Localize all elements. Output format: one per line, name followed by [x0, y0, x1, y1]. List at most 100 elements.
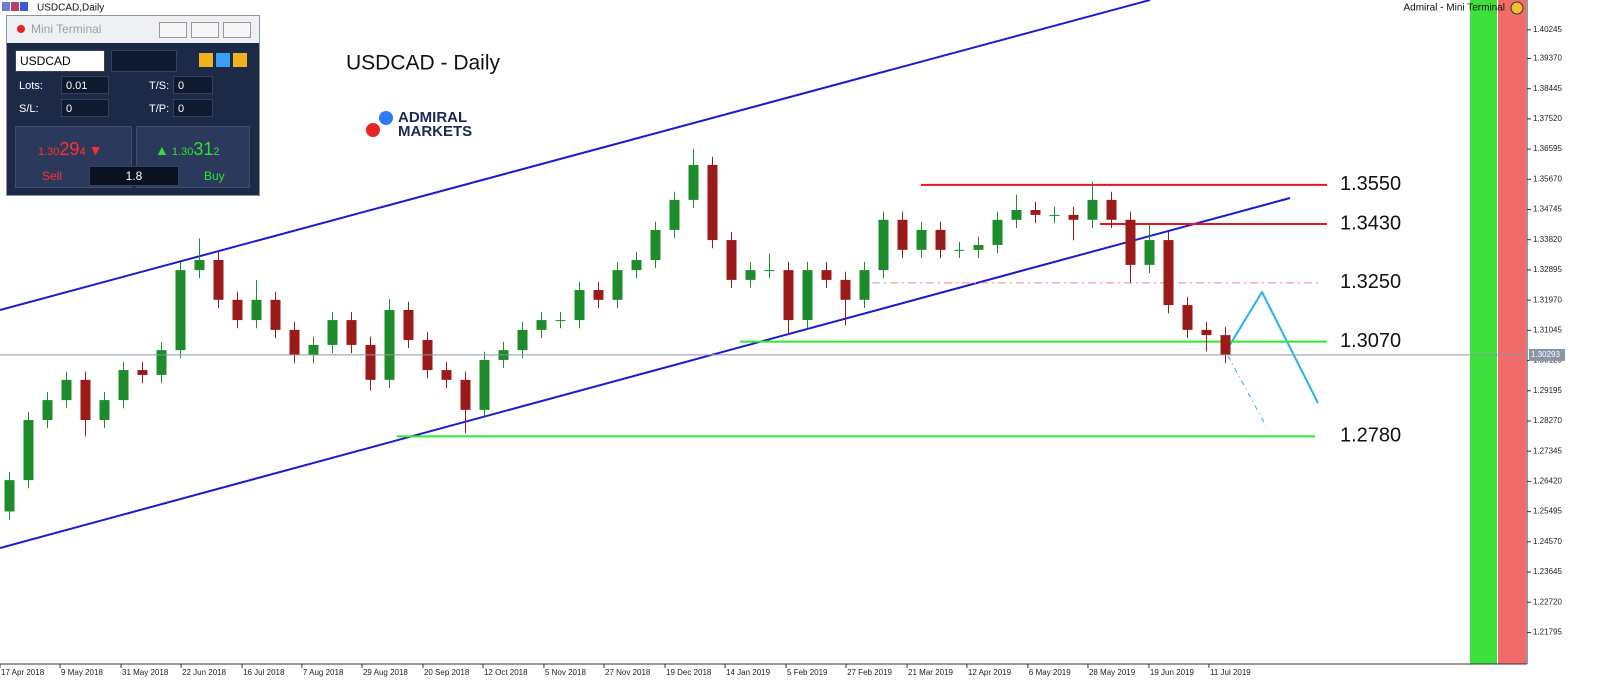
- tp-input[interactable]: 0: [173, 99, 213, 117]
- candle-body: [175, 270, 186, 351]
- field-label: Lots:: [19, 80, 43, 92]
- level-label: 1.3430: [1340, 212, 1401, 234]
- x-tick-label: 29 Aug 2018: [363, 668, 408, 677]
- sl-input[interactable]: 0: [61, 99, 109, 117]
- window-icon: [2, 2, 10, 11]
- candle-body: [270, 299, 281, 330]
- y-tick-label: 1.25495: [1533, 507, 1562, 516]
- x-tick-label: 7 Aug 2018: [303, 668, 344, 677]
- x-tick-label: 6 May 2019: [1029, 668, 1071, 677]
- ts: 0: [178, 80, 185, 92]
- current-price-box: [1529, 348, 1565, 361]
- price-big: 29: [59, 139, 80, 159]
- y-tick-label: 1.22720: [1533, 597, 1562, 606]
- symbol: USDCAD: [20, 54, 71, 68]
- y-tick-label: 1.35670: [1533, 174, 1562, 183]
- candle-body: [80, 379, 91, 421]
- expert-icon: [1510, 1, 1524, 15]
- y-tick-label: 1.33820: [1533, 235, 1562, 244]
- candle-body: [574, 290, 585, 321]
- up-arrow: ▲: [155, 142, 169, 158]
- buy-button[interactable]: ▲ 1.30312 Buy: [136, 126, 250, 188]
- x-tick-label: 31 May 2018: [122, 668, 169, 677]
- symbol-field[interactable]: [111, 50, 177, 72]
- logo-text: ADMIRAL: [398, 109, 467, 126]
- logo-dot: [379, 111, 393, 125]
- candle-body: [897, 219, 908, 250]
- lots-input[interactable]: 0.01: [61, 76, 109, 94]
- y-tick-label: 1.27345: [1533, 446, 1562, 455]
- level-label: 1.3070: [1340, 330, 1401, 352]
- symbol-select[interactable]: USDCAD: [15, 50, 105, 72]
- candle-body: [365, 344, 376, 380]
- price-prefix: 1.30: [38, 146, 60, 158]
- x-tick-label: 5 Feb 2019: [787, 668, 828, 677]
- candle-body: [460, 379, 471, 410]
- y-tick-label: 1.24570: [1533, 537, 1562, 546]
- y-tick-label: 1.31045: [1533, 325, 1562, 334]
- ts-input[interactable]: 0: [173, 76, 213, 94]
- chart-title: USDCAD - Daily: [346, 52, 501, 75]
- tp: 0: [178, 103, 185, 115]
- close-button[interactable]: [223, 22, 251, 38]
- window-title: USDCAD,Daily: [37, 3, 104, 14]
- candle-body: [289, 329, 300, 356]
- candle-body: [631, 259, 642, 271]
- y-tick-label: 1.31970: [1533, 295, 1562, 304]
- window-icon: [20, 2, 28, 11]
- candle-body: [1011, 210, 1022, 220]
- candle-body: [194, 259, 205, 271]
- candle-body: [555, 320, 566, 322]
- mini-terminal: Mini Terminal USDCAD Lots: 0.01 T/S: 0 S…: [6, 15, 260, 196]
- sl: 0: [66, 103, 73, 115]
- candle-body: [251, 299, 262, 321]
- candle-body: [308, 344, 319, 356]
- candle-body: [745, 270, 756, 280]
- channel-lower: [0, 197, 1291, 549]
- restore-button[interactable]: [191, 22, 219, 38]
- channel-upper: [0, 0, 1151, 311]
- candle-body: [4, 480, 15, 512]
- buy-label: Buy: [204, 169, 225, 183]
- candle-body: [536, 320, 547, 330]
- y-tick-label: 1.40245: [1533, 25, 1562, 34]
- settings-icon[interactable]: [216, 53, 230, 67]
- window-icon: [11, 2, 19, 11]
- spread-field: 1.8: [89, 166, 179, 186]
- expert-label: Admiral - Mini Terminal: [1403, 3, 1505, 14]
- x-tick-label: 27 Feb 2019: [847, 668, 892, 677]
- candle-body: [1049, 214, 1060, 216]
- candle-body: [650, 229, 661, 260]
- candle-body: [156, 350, 167, 375]
- spread: 1.8: [125, 169, 143, 183]
- candle-body: [707, 164, 718, 241]
- logo-text: MARKETS: [398, 123, 472, 140]
- y-tick-label: 1.32895: [1533, 265, 1562, 274]
- candle-body: [1163, 240, 1174, 306]
- y-tick-label: 1.26420: [1533, 477, 1562, 486]
- sell-button[interactable]: 1.30294 ▼ Sell: [15, 126, 132, 188]
- x-tick-label: 16 Jul 2018: [243, 668, 285, 677]
- y-tick-label: 1.36595: [1533, 144, 1562, 153]
- candle-body: [42, 400, 53, 421]
- candle-body: [232, 299, 243, 321]
- x-tick-label: 19 Jun 2019: [1150, 668, 1195, 677]
- tool-icon[interactable]: [199, 53, 213, 67]
- x-tick-label: 20 Sep 2018: [424, 668, 470, 677]
- candle-body: [764, 270, 775, 272]
- candle-body: [61, 379, 72, 401]
- tool-icon[interactable]: [233, 53, 247, 67]
- field-label: T/P:: [149, 103, 170, 115]
- candle-body: [479, 359, 490, 410]
- x-tick-label: 22 Jun 2018: [182, 668, 227, 677]
- y-tick-label: 1.21795: [1533, 628, 1562, 637]
- candle-body: [992, 219, 1003, 245]
- indicator-green: [1470, 0, 1497, 664]
- candle-body: [118, 370, 129, 401]
- candle-body: [137, 370, 148, 375]
- candle-body: [99, 400, 110, 421]
- candle-body: [669, 199, 680, 230]
- candle-body: [973, 244, 984, 250]
- x-tick-label: 9 May 2018: [61, 668, 103, 677]
- minimize-button[interactable]: [159, 22, 187, 38]
